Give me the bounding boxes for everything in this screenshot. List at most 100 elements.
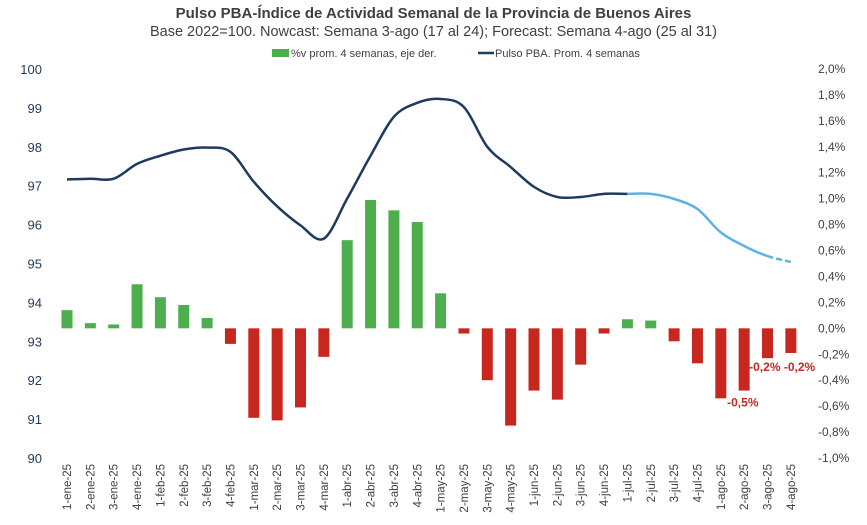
x-axis-tick-label: 4-ene-25 <box>132 464 144 510</box>
bar <box>318 328 330 357</box>
right-axis-tick-label: 0,4% <box>818 269 846 283</box>
x-axis-tick-label: 3-jul-25 <box>669 464 681 502</box>
right-axis-tick-label: 1,2% <box>818 166 846 180</box>
left-axis-tick-label: 99 <box>28 101 42 116</box>
bar-data-label: -0,2% <box>749 360 781 374</box>
x-axis-tick-label: 2-mar-25 <box>272 464 284 511</box>
right-axis-tick-label: 1,0% <box>818 192 846 206</box>
x-axis-tick-label: 4-ago-25 <box>786 464 798 510</box>
bar <box>154 297 166 329</box>
right-axis-tick-label: 1,4% <box>818 140 846 154</box>
legend-label-bars: %v prom. 4 semanas, eje der. <box>291 48 437 60</box>
x-axis-tick-label: 3-abr-25 <box>389 464 401 507</box>
bar <box>388 210 400 329</box>
chart-title: Pulso PBA-Índice de Actividad Semanal de… <box>175 5 692 22</box>
x-axis-tick-label: 1-jul-25 <box>622 464 634 502</box>
bar <box>551 328 563 400</box>
bar <box>224 328 236 344</box>
x-axis-tick-label: 1-ene-25 <box>62 464 74 510</box>
bar <box>575 328 587 365</box>
line-series-historical <box>66 97 628 241</box>
x-axis-tick-label: 1-mar-25 <box>249 464 261 511</box>
bar <box>668 328 680 342</box>
right-axis-tick-label: -1,0% <box>818 451 850 465</box>
right-axis-tick-label: -0,4% <box>818 373 850 387</box>
bar <box>645 320 657 329</box>
right-axis-tick-label: -0,8% <box>818 425 850 439</box>
x-axis-tick-label: 4-may-25 <box>506 464 518 513</box>
right-axis-tick-label: 0,6% <box>818 244 846 258</box>
bar <box>131 284 143 329</box>
left-axis-tick-label: 92 <box>28 373 42 388</box>
line-series-nowcast <box>627 192 768 258</box>
chart-subtitle: Base 2022=100. Nowcast: Semana 3-ago (17… <box>149 24 718 40</box>
right-axis-tick-label: -0,2% <box>818 347 850 361</box>
x-axis-tick-label: 1-jun-25 <box>529 464 541 506</box>
bar <box>365 199 377 329</box>
bar <box>621 319 633 329</box>
bar <box>295 328 306 408</box>
x-axis-tick-label: 2-jul-25 <box>646 464 658 502</box>
bar <box>691 328 703 364</box>
x-axis-tick-label: 3-mar-25 <box>296 464 308 511</box>
bar <box>108 324 120 329</box>
bar <box>271 328 283 421</box>
bar <box>762 328 773 359</box>
bar <box>178 304 190 329</box>
legend-swatch-bars <box>272 49 289 57</box>
x-axis-tick-label: 2-may-25 <box>459 464 471 513</box>
right-axis-tick-label: -0,6% <box>818 399 850 413</box>
x-axis-tick-label: 1-ago-25 <box>716 464 728 510</box>
left-axis-tick-label: 95 <box>28 257 42 272</box>
left-axis-tick-label: 94 <box>28 295 42 310</box>
bar <box>341 240 353 329</box>
x-axis-tick-label: 3-may-25 <box>482 464 494 513</box>
bar <box>738 328 750 391</box>
right-axis-tick-label: 0,8% <box>818 218 846 232</box>
bar-data-label: -0,2% <box>784 360 816 374</box>
bar <box>715 328 727 399</box>
bar <box>61 310 73 329</box>
x-axis-tick-label: 4-mar-25 <box>319 464 331 511</box>
left-axis-tick-label: 96 <box>28 218 42 233</box>
left-axis-tick-label: 98 <box>28 140 42 155</box>
x-axis-tick-label: 2-jun-25 <box>552 464 564 506</box>
bar <box>201 317 213 329</box>
bar <box>411 222 423 329</box>
x-axis-tick-label: 2-feb-25 <box>179 464 191 507</box>
x-axis-tick-label: 4-feb-25 <box>225 464 237 507</box>
x-axis-tick-label: 3-ago-25 <box>763 464 775 510</box>
bar <box>435 293 447 329</box>
bar <box>248 328 260 418</box>
bar <box>785 328 797 353</box>
x-axis-tick-label: 1-feb-25 <box>155 464 167 507</box>
bar <box>528 328 540 391</box>
left-axis-tick-label: 91 <box>28 412 42 427</box>
bar-data-label: -0,5% <box>727 396 759 410</box>
right-axis-tick-label: 0,2% <box>818 295 846 309</box>
right-axis-tick-label: 1,8% <box>818 88 846 102</box>
x-axis-tick-label: 1-abr-25 <box>342 464 354 507</box>
x-axis-tick-label: 1-may-25 <box>436 464 448 513</box>
right-axis-tick-label: 2,0% <box>818 62 846 76</box>
bar <box>505 328 517 426</box>
x-axis-tick-label: 2-ene-25 <box>85 464 97 510</box>
bar <box>598 328 610 334</box>
bar <box>458 328 470 334</box>
bar <box>481 328 493 381</box>
x-axis-tick-label: 4-jun-25 <box>599 464 611 506</box>
x-axis-tick-label: 2-ago-25 <box>739 464 751 510</box>
x-axis-tick-label: 4-jul-25 <box>692 464 704 502</box>
x-axis-tick-label: 2-abr-25 <box>366 464 378 507</box>
x-axis-tick-label: 3-jun-25 <box>576 464 588 506</box>
x-axis-tick-label: 3-ene-25 <box>109 464 121 510</box>
line-series-forecast <box>767 254 792 264</box>
left-axis-tick-label: 97 <box>28 179 42 194</box>
right-axis-tick-label: 0,0% <box>818 321 846 335</box>
x-axis-tick-label: 3-feb-25 <box>202 464 214 507</box>
x-axis-tick-label: 4-abr-25 <box>412 464 424 507</box>
legend-label-line: Pulso PBA. Prom. 4 semanas <box>495 48 640 60</box>
right-axis-tick-label: 1,6% <box>818 114 846 128</box>
